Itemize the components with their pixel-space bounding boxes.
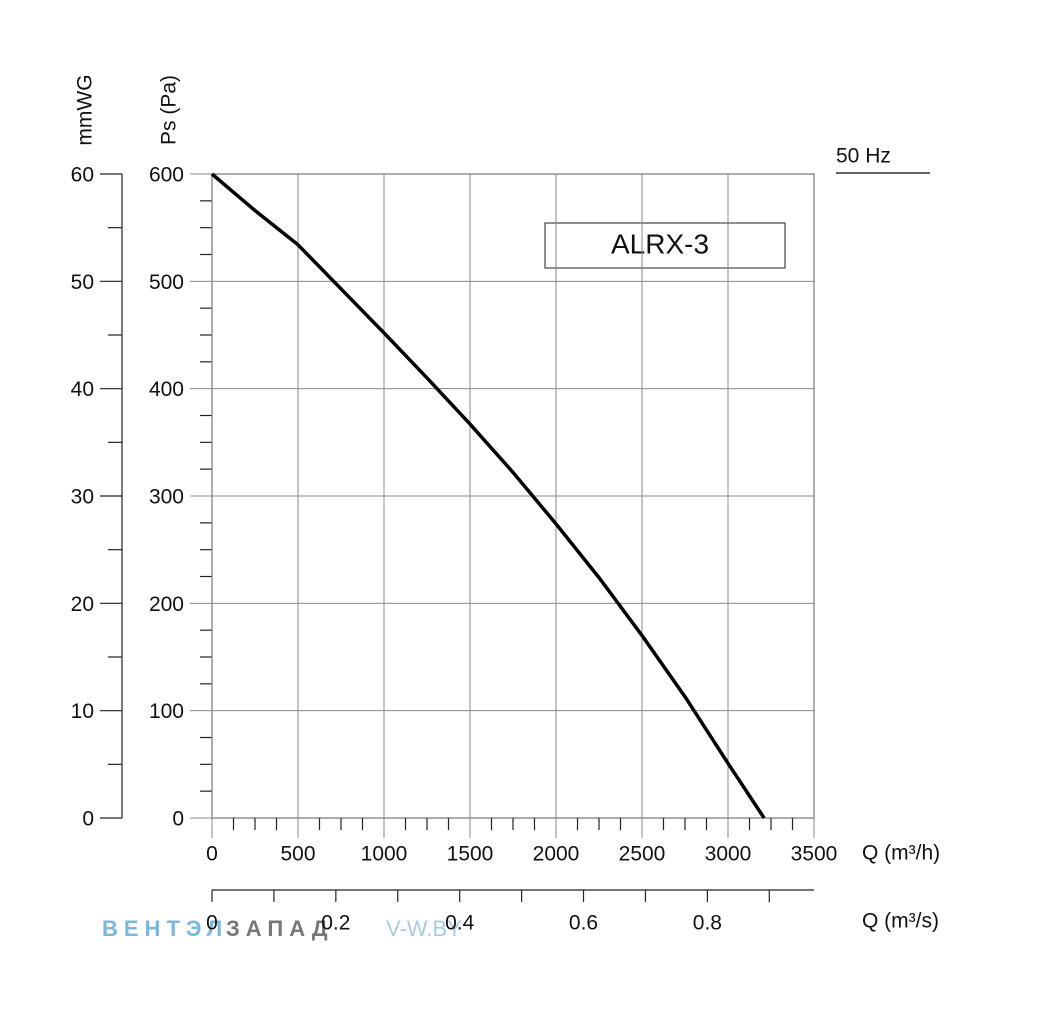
y2-tick-label: 0 xyxy=(82,808,94,831)
y2-axis-label: mmWG xyxy=(74,74,97,145)
annotation-box xyxy=(544,222,786,269)
x-tick-label: 0 xyxy=(206,843,218,866)
x-tick-label: 2000 xyxy=(533,843,580,866)
y-tick-label: 500 xyxy=(149,271,184,294)
x-tick-label: 2500 xyxy=(619,843,666,866)
y-tick-label: 300 xyxy=(149,486,184,509)
annotation: ALRX-3 xyxy=(611,228,709,259)
x2-tick-label: 0 xyxy=(206,912,218,935)
x2-axis-label: Q (m³/s) xyxy=(862,910,939,933)
y-tick-label: 600 xyxy=(149,164,184,187)
y2-tick-label: 10 xyxy=(71,700,94,723)
y2-tick-label: 20 xyxy=(71,593,94,616)
x2-tick-label: 0.4 xyxy=(445,912,475,935)
x-tick-label: 1000 xyxy=(361,843,408,866)
y-tick-label: 100 xyxy=(149,700,184,723)
x-axis-label: Q (m³/h) xyxy=(862,842,940,865)
y-tick-label: 0 xyxy=(172,808,184,831)
x-tick-label: 3500 xyxy=(791,843,838,866)
y-tick-label: 200 xyxy=(149,593,184,616)
watermark: ЗАПАД xyxy=(226,916,334,941)
y2-tick-label: 50 xyxy=(71,271,94,294)
x-tick-label: 1500 xyxy=(447,843,494,866)
legend-label: 50 Hz xyxy=(836,145,891,168)
x2-tick-label: 0.8 xyxy=(693,912,722,935)
x2-tick-label: 0.6 xyxy=(569,912,598,935)
x-tick-label: 500 xyxy=(280,843,315,866)
x2-tick-label: 0.2 xyxy=(321,912,350,935)
y2-tick-label: 30 xyxy=(71,486,94,509)
watermark: V-W.BY xyxy=(386,916,462,941)
y2-tick-label: 60 xyxy=(71,164,94,187)
curve xyxy=(210,172,766,819)
watermark: ВЕНТЭЛ xyxy=(102,916,228,941)
y-axis-label: Ps (Pa) xyxy=(158,75,181,145)
y2-tick-label: 40 xyxy=(71,378,94,401)
y-tick-label: 400 xyxy=(149,378,184,401)
x-tick-label: 3000 xyxy=(705,843,752,866)
